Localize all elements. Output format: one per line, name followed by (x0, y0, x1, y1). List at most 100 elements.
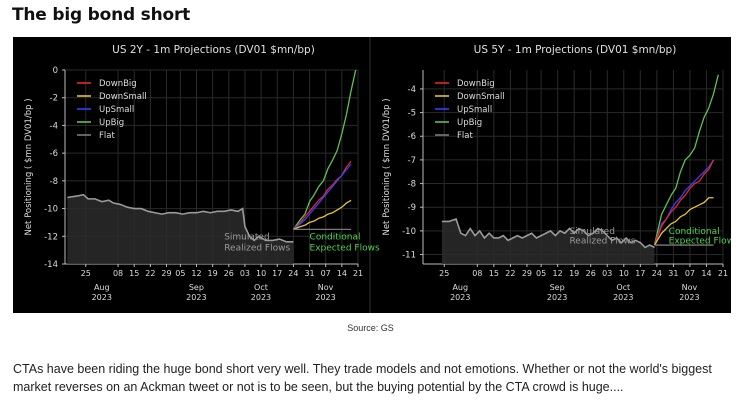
series-line-upbig (292, 69, 357, 230)
source-note: Source: GS (347, 323, 394, 333)
y-tick-label: -12 (44, 232, 58, 242)
legend-label: UpSmall (457, 105, 492, 115)
x-tick-label: 25 (81, 269, 91, 278)
series-line-downsmall (653, 197, 714, 246)
x-tick-label: 24 (288, 269, 298, 278)
series-line-upsmall (292, 163, 352, 230)
x-tick-label: 15 (129, 269, 139, 278)
x-tick-label: 10 (256, 269, 266, 278)
x-tick-label: 22 (505, 269, 515, 278)
realized-flows-line (441, 218, 655, 249)
article-caption: CTAs have been riding the huge bond shor… (13, 362, 712, 394)
y-tick-label: -8 (408, 180, 416, 190)
y-axis-label: Net Positioning ( $mn DV01/bp ) (24, 98, 34, 235)
y-tick-label: -10 (44, 205, 58, 215)
y-tick-label: -8 (50, 177, 58, 187)
chart-figure: US 2Y - 1m Projections (DV01 $mn/bp) 0 -2 -… (13, 37, 739, 313)
realized-flows-area (67, 194, 294, 264)
y-tick-label: -14 (44, 260, 58, 270)
x-tick-label: 21 (718, 269, 728, 278)
x-year-label: 2023 (92, 293, 112, 302)
legend-label: UpBig (457, 118, 482, 128)
annotation-label: Simulated (224, 232, 269, 242)
x-month-label: Nov (318, 283, 334, 292)
y-tick-label: 0 (53, 66, 58, 76)
x-tick-label: 25 (439, 269, 449, 278)
x-year-label: 2023 (450, 293, 470, 302)
realized-flows-area (441, 219, 655, 264)
y-tick-label: -7 (408, 156, 416, 166)
x-tick-label: 31 (668, 269, 678, 278)
legend-label: DownBig (457, 79, 495, 89)
y-tick-label: -2 (50, 94, 58, 104)
annotation-label: Realized Flows (569, 236, 635, 246)
x-year-label: 2023 (547, 293, 567, 302)
annotation-label: Expected Flows (310, 243, 380, 253)
x-tick-label: 12 (191, 269, 201, 278)
x-tick-label: 14 (337, 269, 347, 278)
x-month-label: Sep (189, 283, 204, 292)
annotation-label: Conditional (669, 227, 720, 237)
x-tick-label: 05 (536, 269, 546, 278)
x-tick-label: 03 (240, 269, 250, 278)
x-tick-label: 14 (701, 269, 711, 278)
legend-label: DownSmall (99, 92, 147, 102)
y-tick-label: -9 (408, 203, 416, 213)
x-year-label: 2023 (315, 293, 335, 302)
x-tick-label: 03 (602, 269, 612, 278)
legend-label: DownSmall (457, 92, 505, 102)
y-tick-label: -4 (50, 121, 58, 131)
annotation-label: Conditional (310, 232, 361, 242)
legend-label: Flat (99, 131, 115, 141)
annotation-label: Simulated (569, 227, 614, 237)
x-tick-label: 05 (175, 269, 185, 278)
series-line-upbig (653, 74, 719, 246)
x-year-label: 2023 (613, 293, 633, 302)
y-tick-label: -11 (402, 251, 416, 261)
x-tick-label: 21 (353, 269, 363, 278)
x-month-label: Oct (616, 283, 630, 292)
y-tick-label: -10 (402, 227, 416, 237)
x-tick-label: 19 (569, 269, 579, 278)
legend-label: UpSmall (99, 105, 134, 115)
x-tick-label: 17 (635, 269, 645, 278)
x-tick-label: 19 (208, 269, 218, 278)
legend-label: DownBig (99, 79, 137, 89)
x-year-label: 2023 (251, 293, 271, 302)
x-tick-label: 17 (272, 269, 282, 278)
series-line-downbig (653, 159, 715, 246)
x-month-label: Oct (254, 283, 268, 292)
x-tick-label: 26 (586, 269, 596, 278)
x-tick-label: 07 (685, 269, 695, 278)
chart-panel-us2y: US 2Y - 1m Projections (DV01 $mn/bp) 0 -2 -… (24, 44, 380, 302)
x-year-label: 2023 (186, 293, 206, 302)
x-tick-label: 08 (113, 269, 123, 278)
y-tick-label: -6 (408, 132, 416, 142)
x-tick-label: 15 (489, 269, 499, 278)
series-line-downsmall (293, 199, 352, 230)
x-tick-label: 22 (145, 269, 155, 278)
chart-title: US 2Y - 1m Projections (DV01 $mn/bp) (112, 44, 315, 56)
x-tick-label: 26 (224, 269, 234, 278)
chart-svg: US 2Y - 1m Projections (DV01 $mn/bp) 0 -2 -… (24, 37, 739, 313)
x-month-label: Aug (452, 283, 468, 292)
realized-flows-line (67, 193, 294, 243)
x-month-label: Aug (94, 283, 110, 292)
annotation-label: Expected Flows (669, 236, 731, 246)
x-month-label: Nov (682, 283, 698, 292)
x-tick-label: 07 (321, 269, 331, 278)
y-tick-label: -4 (408, 85, 416, 95)
x-tick-label: 29 (161, 269, 171, 278)
x-tick-label: 24 (652, 269, 662, 278)
x-tick-label: 29 (522, 269, 532, 278)
x-tick-label: 31 (304, 269, 314, 278)
x-month-label: Sep (550, 283, 565, 292)
chart-panel-us5y: US 5Y - 1m Projections (DV01 $mn/bp) -4 -5… (382, 44, 739, 302)
y-tick-label: -6 (50, 149, 58, 159)
x-tick-label: 10 (619, 269, 629, 278)
legend-label: Flat (457, 131, 473, 141)
annotation-label: Realized Flows (224, 243, 290, 253)
chart-title: US 5Y - 1m Projections (DV01 $mn/bp) (474, 44, 677, 56)
y-tick-label: -5 (408, 109, 416, 119)
series-line-downbig (292, 161, 352, 230)
